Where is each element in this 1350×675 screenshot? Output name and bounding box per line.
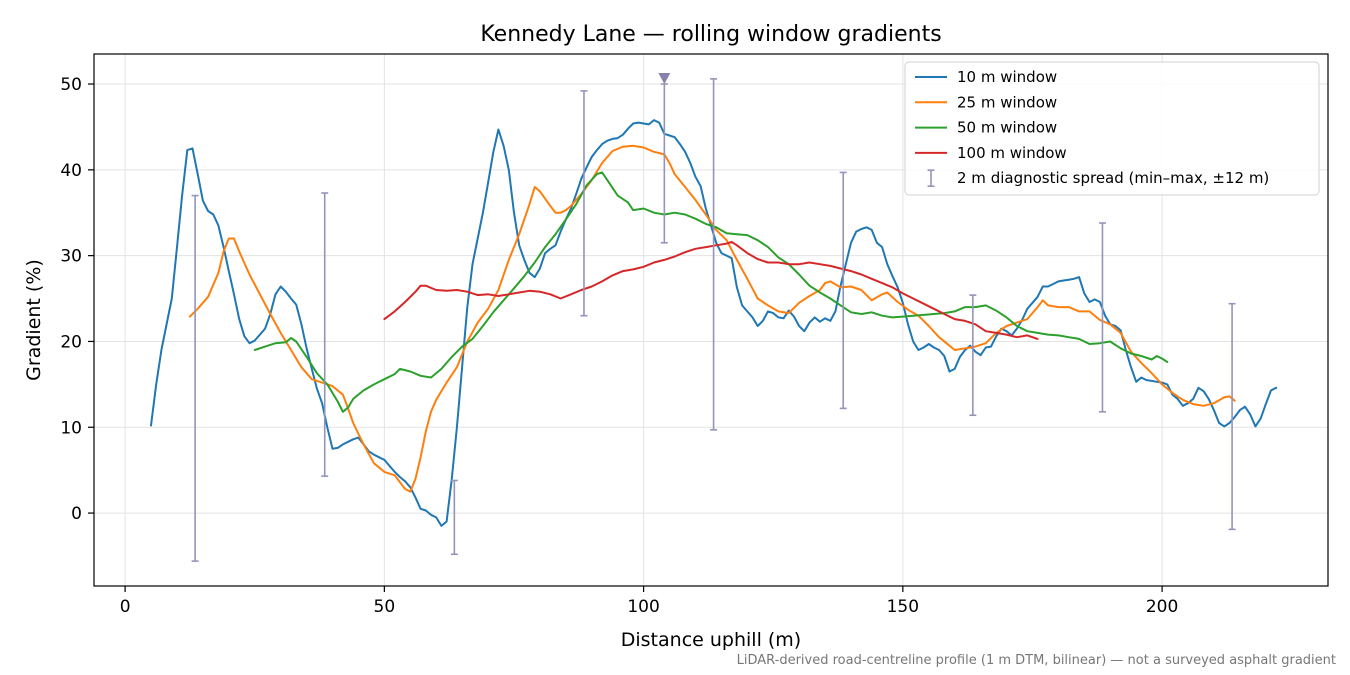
series-line-1 [150, 119, 1278, 527]
y-axis-label: Gradient (%) [23, 259, 45, 381]
y-tick-label: 10 [60, 418, 82, 438]
legend-label-2: 25 m window [957, 93, 1057, 111]
legend-label-errorbars: 2 m diagnostic spread (min–max, ±12 m) [957, 169, 1269, 187]
marker-layer [658, 73, 671, 85]
legend-label-4: 100 m window [957, 144, 1067, 162]
x-tick-label: 50 [374, 597, 396, 617]
y-tick-label: 20 [60, 332, 82, 352]
plot-frame [93, 53, 1329, 587]
x-tick-label: 100 [627, 597, 659, 617]
chart-title: Kennedy Lane — rolling window gradients [480, 22, 941, 47]
series-line-2 [188, 144, 1236, 493]
x-tick-label: 150 [887, 597, 919, 617]
footnote: LiDAR-derived road-centreline profile (1… [737, 653, 1336, 668]
legend-label-3: 50 m window [957, 119, 1057, 137]
y-tick-label: 50 [60, 75, 82, 95]
peak-marker [658, 73, 671, 85]
y-tick-label: 40 [60, 161, 82, 181]
tick-layer: 0 50 100 150 200 0 10 20 30 40 50 [60, 75, 1178, 617]
x-tick-label: 0 [120, 597, 131, 617]
legend: 10 m window 25 m window 50 m window 100 m w… [904, 61, 1320, 196]
legend-label-1: 10 m window [957, 68, 1057, 86]
series-line-4 [383, 240, 1039, 340]
y-tick-label: 0 [71, 504, 82, 524]
series-line-3 [253, 171, 1169, 413]
x-axis-label: Distance uphill (m) [621, 629, 801, 651]
legend-box [904, 61, 1320, 196]
y-tick-label: 30 [60, 247, 82, 267]
x-tick-label: 200 [1146, 597, 1178, 617]
series-layer [150, 119, 1278, 527]
errorbar-layer [191, 78, 1236, 562]
